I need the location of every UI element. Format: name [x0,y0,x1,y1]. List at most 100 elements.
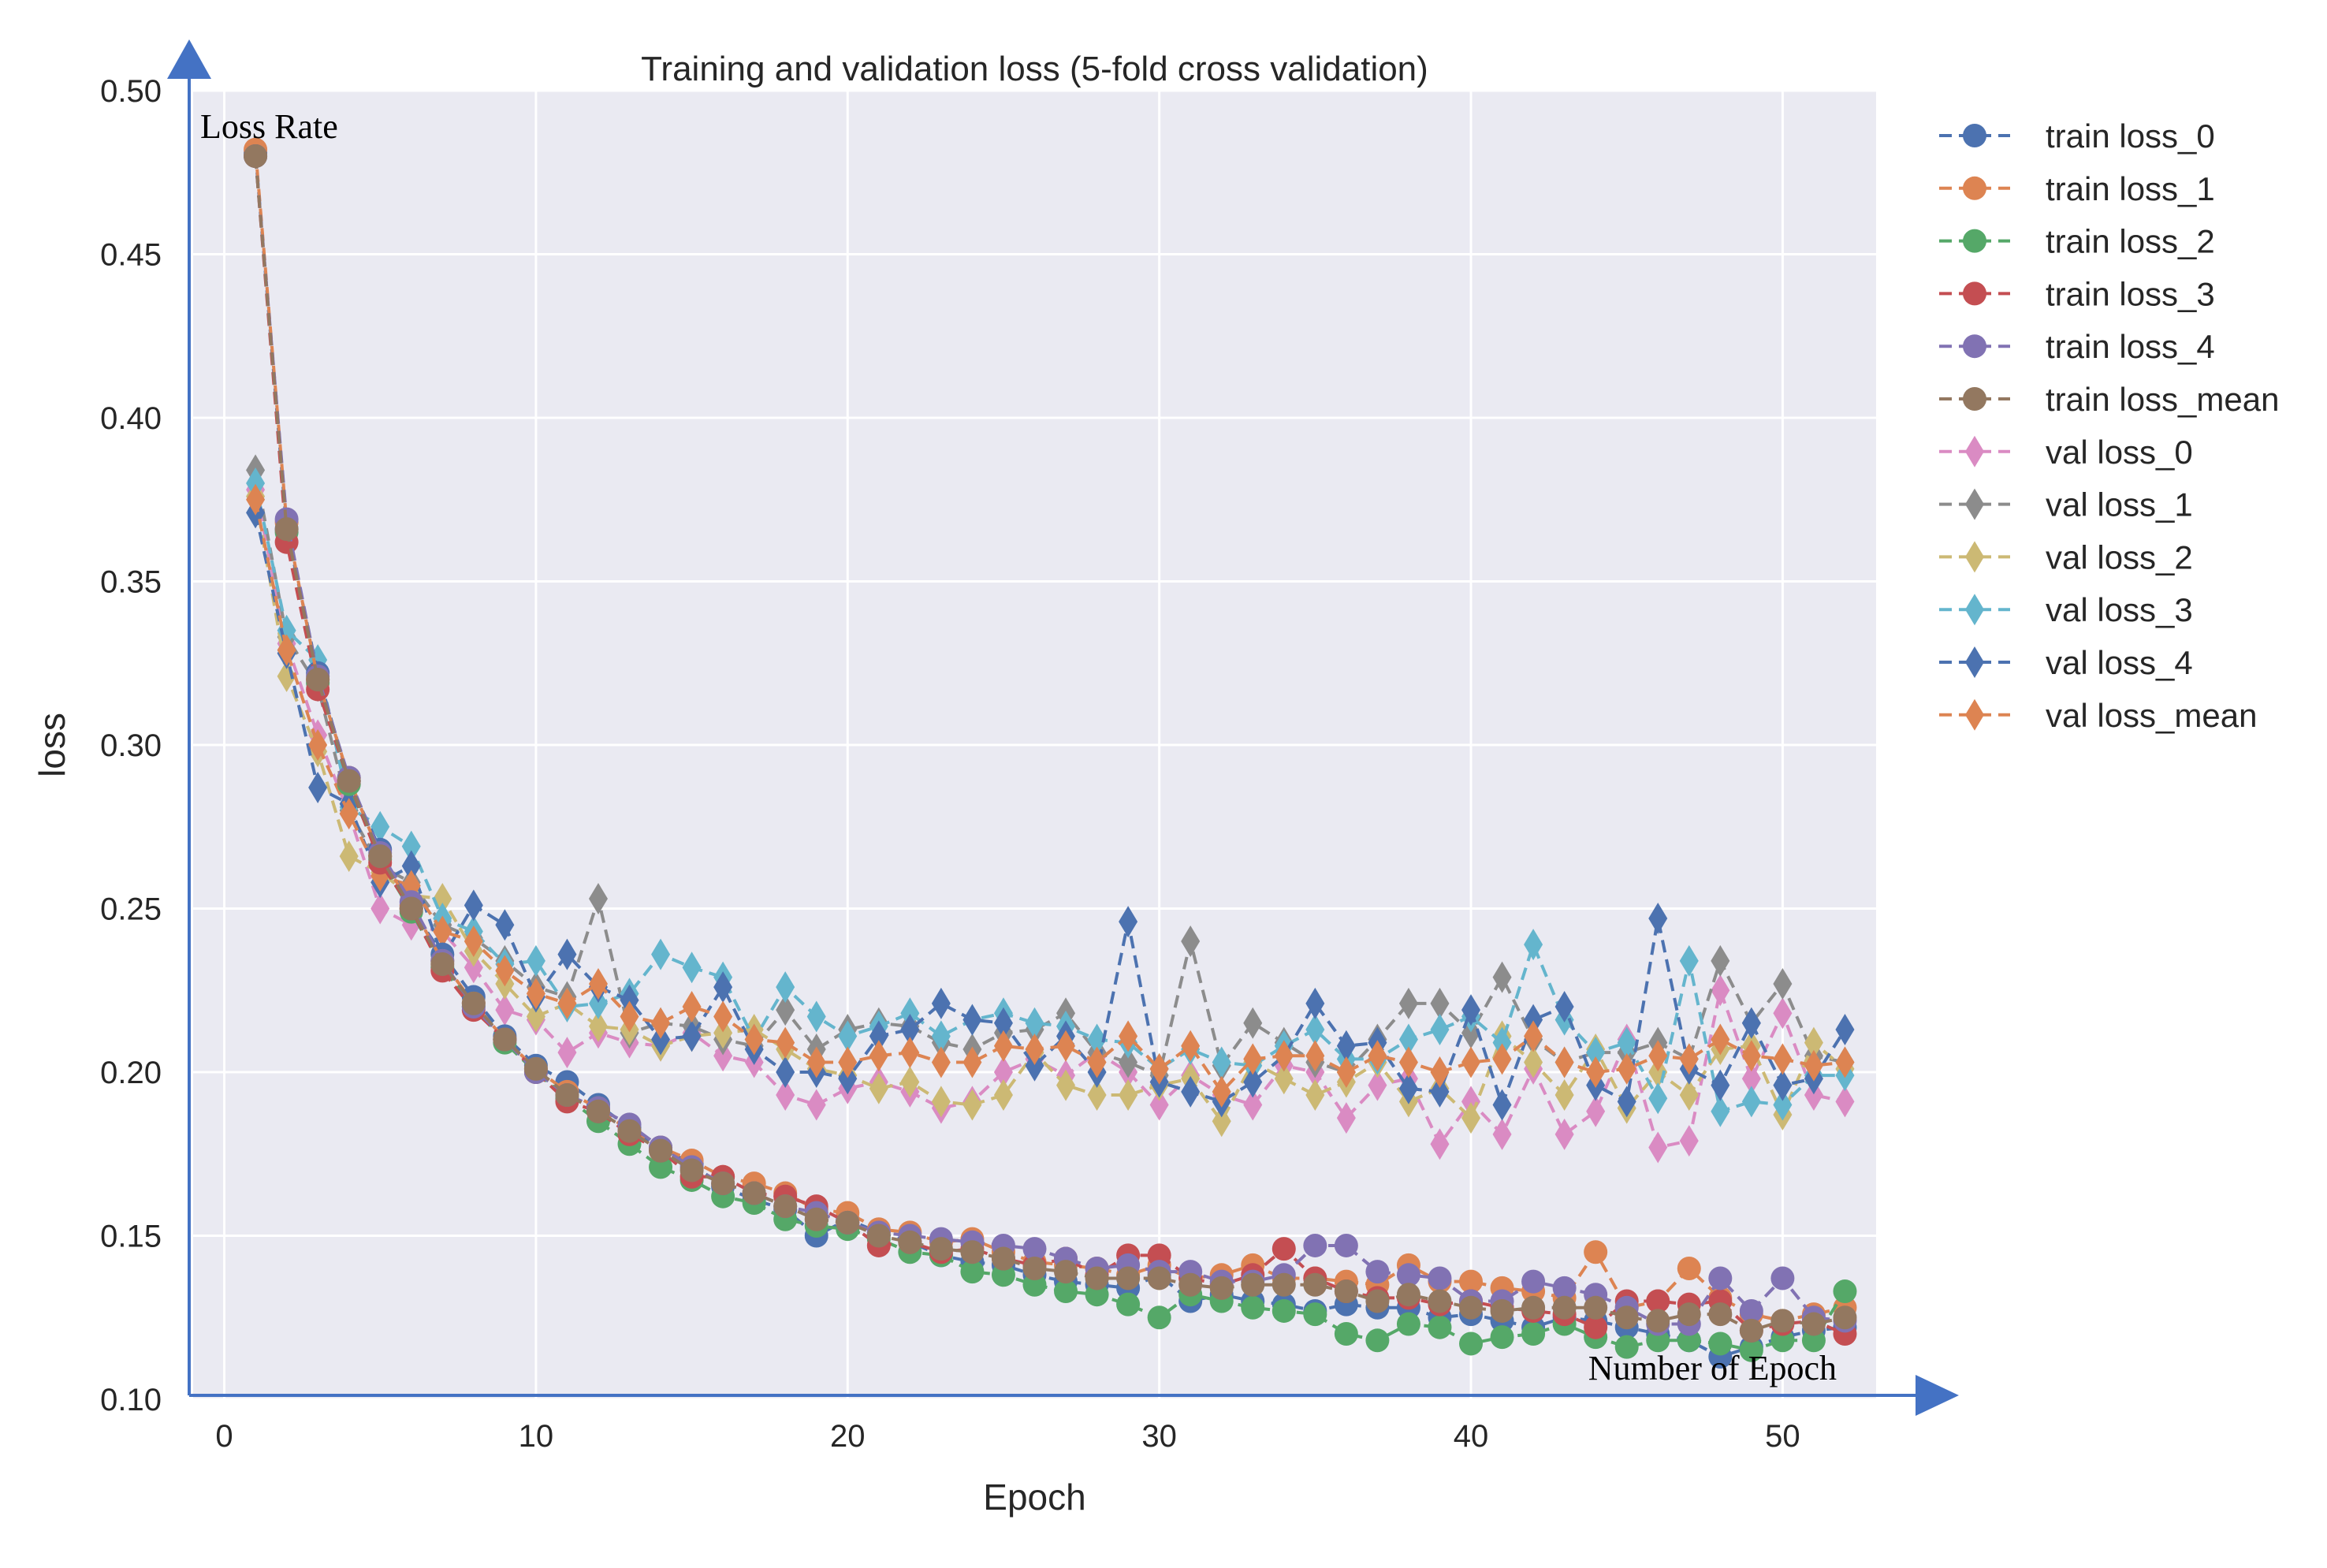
number-of-epoch-annotation: Number of Epoch [1588,1349,1837,1387]
data-point-train-loss-mean [1584,1295,1608,1320]
data-point-val-loss-2 [1461,1102,1481,1134]
data-point-val-loss-4 [1524,1004,1543,1036]
data-point-val-loss-4 [838,1063,858,1095]
series-line-val-loss-3 [254,482,1845,1114]
data-point-train-loss-1 [1584,1240,1608,1264]
x-tick-label: 20 [830,1419,866,1454]
series-line-val-loss-mean [254,499,1845,1095]
data-point-train-loss-mean [1178,1272,1203,1297]
data-point-train-loss-mean [274,517,299,542]
data-point-train-loss-mean [711,1171,735,1196]
data-point-val-loss-0 [806,1089,826,1121]
data-point-val-loss-mean [1711,1023,1730,1056]
data-point-val-loss-2 [1305,1079,1325,1112]
data-point-train-loss-mean [244,144,268,168]
data-point-val-loss-0 [495,994,515,1026]
data-point-val-loss-mean [1617,1052,1636,1085]
data-point-train-loss-mean [586,1099,610,1123]
data-point-val-loss-mean [776,1026,795,1059]
data-point-val-loss-2 [713,1017,733,1049]
data-point-val-loss-mean [1025,1033,1044,1065]
legend-marker [1965,594,1984,626]
data-point-val-loss-4 [1336,1030,1356,1062]
x-arrow-head [1916,1375,1959,1416]
data-point-val-loss-4 [962,1004,982,1036]
data-point-val-loss-3 [1025,1007,1044,1039]
legend-marker [1963,334,1986,359]
data-point-val-loss-4 [1741,1007,1761,1039]
data-point-train-loss-mean [804,1207,828,1231]
legend-marker [1965,488,1984,520]
data-point-train-loss-mean [1209,1276,1234,1300]
data-point-val-loss-3 [1492,1026,1512,1059]
legend-item-train-loss-2: train loss_2 [1939,223,2215,260]
data-point-val-loss-0 [1430,1128,1450,1160]
data-point-train-loss-2 [1396,1312,1420,1336]
data-point-val-loss-mean [651,1007,671,1039]
data-point-train-loss-2 [1490,1325,1514,1350]
data-point-val-loss-2 [1554,1079,1574,1112]
data-point-val-loss-4 [495,909,515,941]
data-point-train-loss-4 [1022,1237,1047,1261]
data-point-val-loss-mean [1804,1049,1823,1082]
legend-item-val-loss-mean: val loss_mean [1939,697,2257,734]
data-point-val-loss-mean [339,798,359,830]
data-point-val-loss-mean [620,1000,639,1033]
data-point-val-loss-0 [1586,1095,1606,1127]
data-point-train-loss-3 [1271,1237,1296,1261]
data-point-val-loss-0 [464,952,483,984]
legend-label: val loss_4 [2046,644,2193,681]
data-point-val-loss-3 [806,1000,826,1033]
data-point-train-loss-mean [1147,1266,1171,1291]
y-tick-label: 0.20 [100,1056,162,1090]
legend-marker [1965,435,1984,467]
data-point-val-loss-3 [1586,1037,1606,1069]
data-point-val-loss-mean [246,483,266,516]
data-point-val-loss-mean [1524,1020,1543,1052]
data-point-val-loss-3 [1430,1014,1450,1046]
data-point-val-loss-mean [713,1000,733,1033]
data-point-val-loss-1 [1181,926,1201,957]
data-point-val-loss-3 [1741,1086,1761,1118]
data-point-val-loss-4 [1430,1075,1450,1108]
series-line-train-loss-mean [254,155,1845,1333]
data-point-val-loss-0 [1773,997,1793,1030]
data-point-val-loss-1 [1119,1046,1138,1078]
y-tick-label: 0.40 [100,401,162,436]
data-point-val-loss-mean [1181,1030,1201,1062]
legend-label: val loss_2 [2046,538,2193,575]
data-point-val-loss-mean [588,967,608,1000]
data-point-val-loss-1 [1430,987,1450,1019]
data-point-val-loss-mean [1368,1040,1387,1072]
data-point-train-loss-mean [991,1246,1015,1271]
y-tick-label: 0.15 [100,1220,162,1254]
data-point-val-loss-4 [464,889,483,922]
legend-label: train loss_3 [2046,275,2215,312]
y-tick-label: 0.25 [100,892,162,927]
data-point-train-loss-2 [960,1260,985,1284]
data-point-train-loss-mean [960,1240,985,1264]
data-point-train-loss-mean [1428,1289,1452,1313]
data-point-val-loss-3 [1679,944,1699,977]
legend-item-val-loss-1: val loss_1 [1939,486,2193,523]
data-point-val-loss-mean [962,1046,982,1078]
data-point-val-loss-0 [993,1056,1013,1088]
data-point-train-loss-mean [1614,1305,1639,1330]
data-point-train-loss-mean [1677,1302,1701,1327]
data-point-train-loss-mean [1365,1289,1390,1313]
data-point-train-loss-mean [1552,1295,1577,1320]
data-point-val-loss-4 [1119,906,1138,938]
data-point-val-loss-3 [401,830,421,862]
data-point-train-loss-4 [1365,1260,1390,1284]
data-point-train-loss-mean [1521,1295,1546,1320]
legend-label: train loss_1 [2046,170,2215,207]
data-point-train-loss-4 [1334,1233,1358,1257]
data-point-val-loss-4 [900,1014,920,1046]
data-point-val-loss-3 [1648,1082,1668,1115]
data-point-val-loss-2 [526,1000,545,1033]
data-point-train-loss-2 [1241,1295,1265,1320]
data-point-train-loss-2 [1646,1328,1670,1353]
data-point-train-loss-2 [1116,1292,1141,1317]
